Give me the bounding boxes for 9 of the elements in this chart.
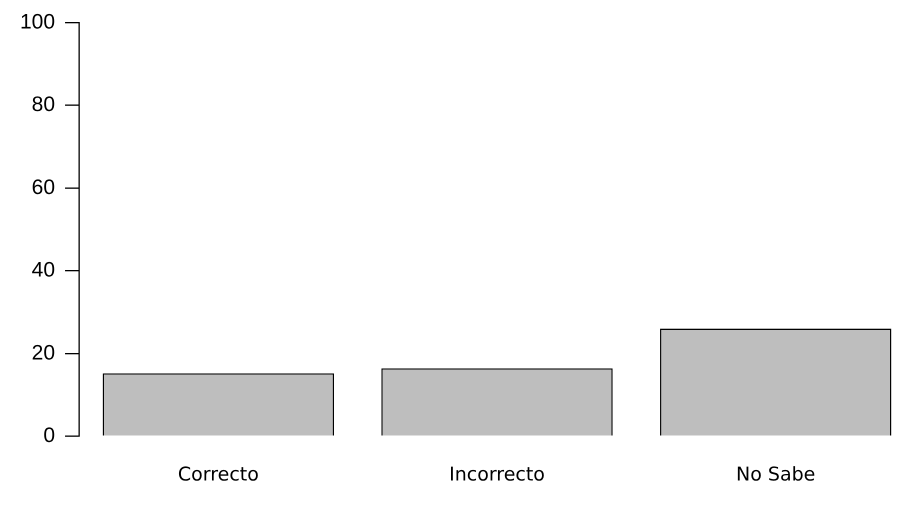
y-tick-label: 20 [32,341,56,364]
x-tick-label: No Sabe [736,464,816,486]
y-tick-label: 100 [20,10,56,34]
y-tick-label: 60 [32,176,56,199]
y-tick-label: 80 [32,93,56,116]
y-tick-label: 0 [43,424,56,447]
x-tick-label: Incorrecto [449,464,545,486]
x-tick-label: Correcto [178,464,259,486]
y-tick-label: 40 [32,258,56,282]
